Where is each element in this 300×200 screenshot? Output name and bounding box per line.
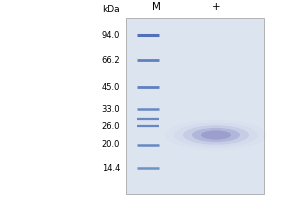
Ellipse shape [183, 125, 249, 145]
Ellipse shape [165, 120, 267, 150]
Text: 26.0: 26.0 [101, 122, 120, 131]
Text: 20.0: 20.0 [102, 140, 120, 149]
Text: 14.4: 14.4 [102, 164, 120, 173]
Ellipse shape [201, 130, 231, 140]
Text: 66.2: 66.2 [101, 56, 120, 65]
Ellipse shape [192, 128, 240, 142]
Text: kDa: kDa [102, 5, 120, 14]
Text: M: M [152, 2, 160, 12]
Ellipse shape [174, 123, 258, 147]
Text: 45.0: 45.0 [102, 83, 120, 92]
Text: 33.0: 33.0 [101, 105, 120, 114]
Text: +: + [212, 2, 220, 12]
Text: 94.0: 94.0 [102, 31, 120, 40]
Bar [126, 18, 264, 194]
